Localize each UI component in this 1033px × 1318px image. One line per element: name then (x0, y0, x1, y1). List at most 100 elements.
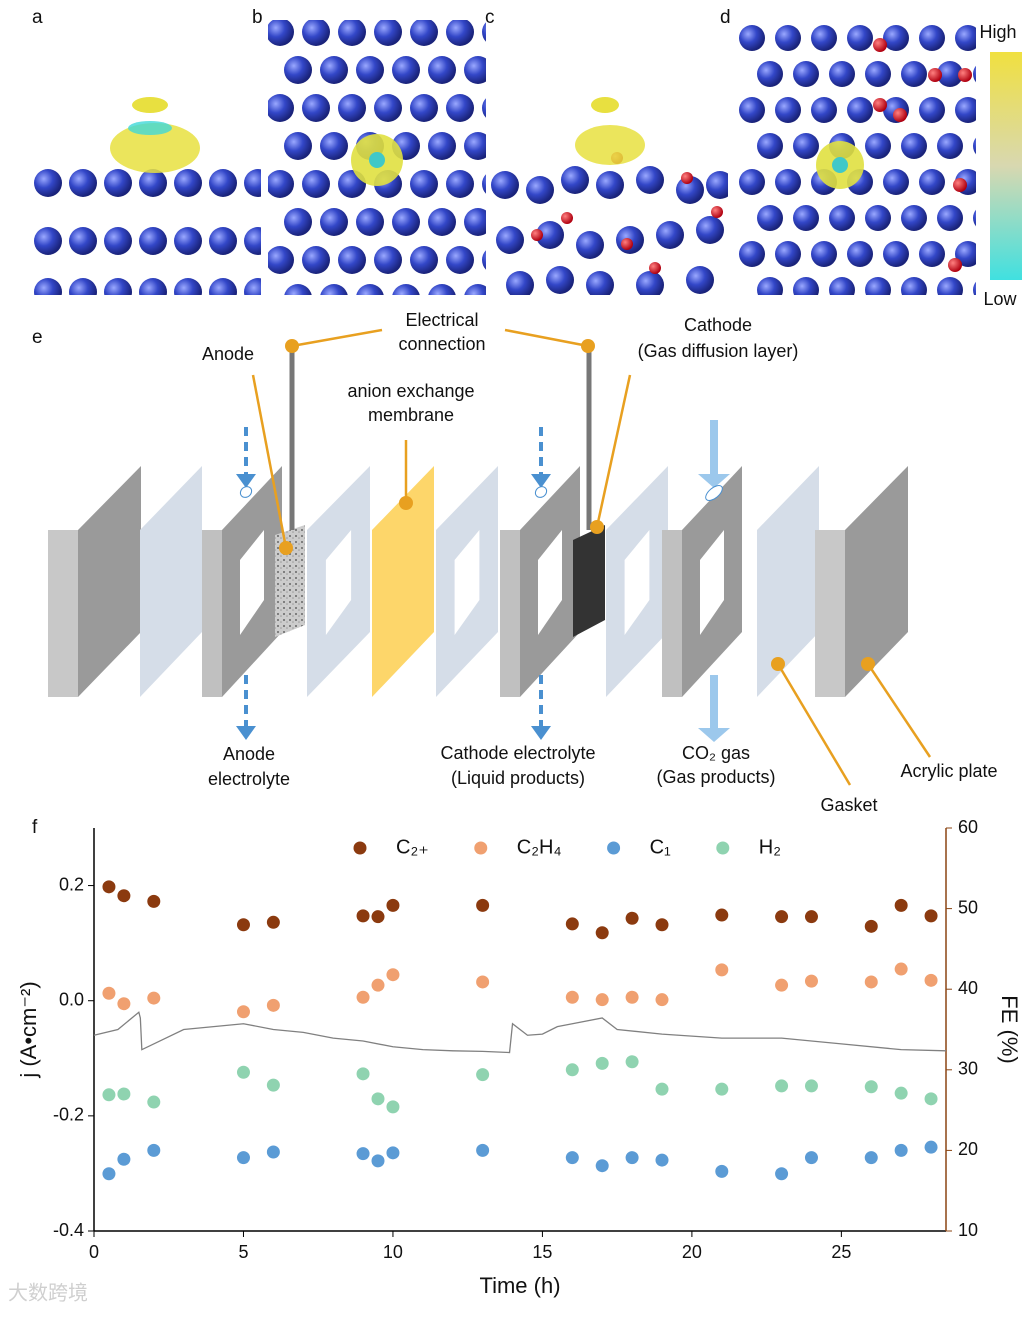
fe-point (117, 1087, 131, 1101)
atom (139, 278, 167, 295)
fe-point (775, 1079, 789, 1093)
atom (268, 20, 294, 46)
density (110, 123, 200, 173)
fe-point (595, 993, 609, 1007)
fe-point (565, 990, 579, 1004)
atom (793, 277, 819, 295)
label: Electrical (405, 310, 478, 330)
atom (739, 241, 765, 267)
density (132, 97, 168, 113)
atom (338, 20, 366, 46)
fe-point (236, 1065, 250, 1079)
atom (104, 169, 132, 197)
window (538, 530, 562, 635)
atom (244, 227, 261, 255)
density (575, 125, 645, 165)
atom (739, 25, 765, 51)
fe-point (715, 963, 729, 977)
fe-point (775, 1167, 789, 1181)
atom (793, 133, 819, 159)
atom (829, 205, 855, 231)
atom (973, 281, 976, 295)
fe-point (715, 1164, 729, 1178)
fe-point (356, 909, 370, 923)
atom (428, 284, 456, 295)
y-axis-title: j (A•cm⁻²) (16, 981, 41, 1078)
atom (34, 169, 62, 197)
leader-dot (590, 520, 604, 534)
plate-face (757, 466, 819, 697)
fe-point (356, 1147, 370, 1161)
fe-point (371, 1154, 385, 1168)
window (700, 530, 724, 635)
atom (302, 170, 330, 198)
fe-point (924, 973, 938, 987)
atom (901, 133, 927, 159)
atom (536, 221, 564, 249)
current-trace (93, 1011, 947, 1054)
o-atom (681, 172, 693, 184)
atom (500, 56, 528, 84)
atom (482, 174, 486, 194)
atom (865, 205, 891, 231)
leader (251, 374, 288, 549)
leader-dot (399, 496, 413, 510)
atom (757, 61, 783, 87)
y2-tick-label: 40 (958, 978, 978, 998)
fe-point (117, 997, 131, 1011)
atom (320, 132, 348, 160)
fe-point (356, 990, 370, 1004)
leader-dot (861, 657, 875, 671)
fe-point (804, 974, 818, 988)
atom (374, 246, 402, 274)
atom (576, 231, 604, 259)
atom (561, 166, 589, 194)
x-tick-label: 10 (383, 1242, 403, 1262)
plate-face (845, 466, 908, 697)
plate-face (78, 466, 141, 697)
atom (919, 169, 945, 195)
atom (392, 208, 420, 236)
window (325, 530, 352, 635)
cell-diagram (48, 328, 932, 786)
atom (34, 278, 62, 295)
fe-point (147, 894, 161, 908)
fe-point (625, 990, 639, 1004)
atom (937, 205, 963, 231)
atom (428, 132, 456, 160)
y-tick-label: 0.0 (59, 989, 84, 1009)
atom (464, 132, 486, 160)
atom (410, 170, 438, 198)
fe-point (147, 991, 161, 1005)
atom (883, 241, 909, 267)
label: Anode (202, 344, 254, 364)
x-tick-label: 5 (238, 1242, 248, 1262)
atom (69, 169, 97, 197)
colorbar-high: High (979, 22, 1016, 42)
leader (595, 374, 632, 528)
o-atom (893, 108, 907, 122)
atom (104, 227, 132, 255)
x-tick-label: 25 (831, 1242, 851, 1262)
fe-point (117, 1152, 131, 1166)
atom (464, 208, 486, 236)
fe-point (894, 1086, 908, 1100)
fe-point (102, 1167, 116, 1181)
label: connection (398, 334, 485, 354)
fe-point (655, 918, 669, 932)
leader-dot (279, 541, 293, 555)
panel-b (268, 20, 528, 295)
o-atom (531, 229, 543, 241)
panel-label: a (32, 7, 43, 28)
fe-point (356, 1067, 370, 1081)
chart: 0 5 10 15 20 25 -0.4 -0.2 0.0 0.2 10 20 30 40 50 60 Time… (16, 817, 1022, 1298)
leader-dot (581, 339, 595, 353)
atom (901, 205, 927, 231)
atom (410, 94, 438, 122)
panel-a (34, 97, 261, 295)
y2-tick-label: 10 (958, 1220, 978, 1240)
o-atom (561, 212, 573, 224)
label: CO₂ gas (682, 743, 750, 763)
fe-point (476, 1068, 490, 1082)
atom (446, 94, 474, 122)
